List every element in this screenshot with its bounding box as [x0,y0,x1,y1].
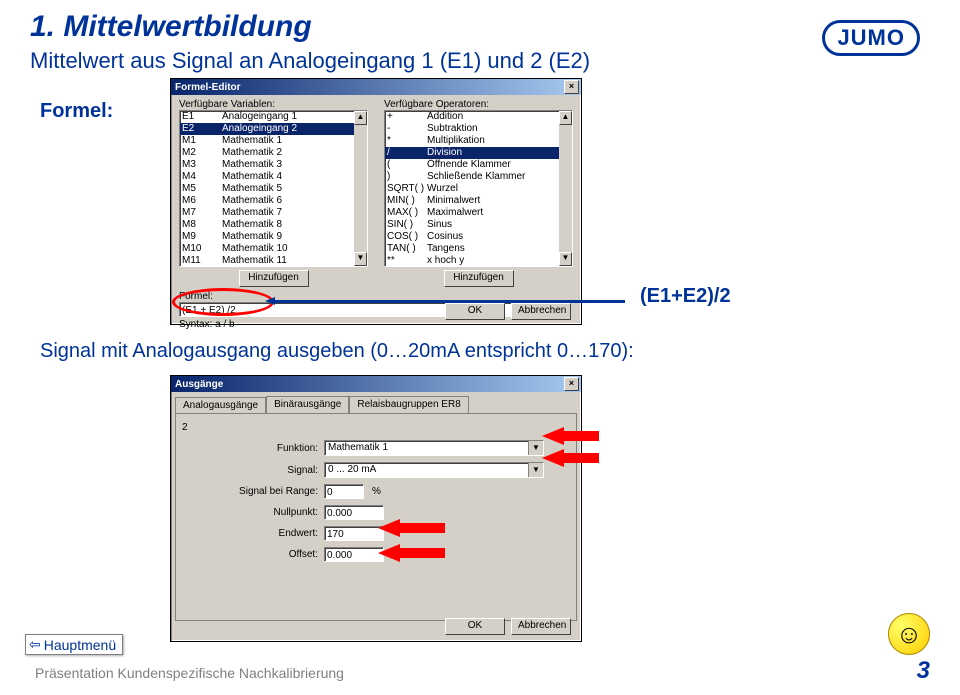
range-unit: % [372,486,381,497]
outputs-title: Ausgänge [175,379,223,390]
chevron-down-icon[interactable]: ▼ [528,441,543,455]
list-item[interactable]: M3Mathematik 3 [180,159,367,171]
hauptmenu-button[interactable]: ⇦ Hauptmenü [25,634,123,655]
slide: 1. Mittelwertbildung Mittelwert aus Sign… [0,0,960,695]
tabs: Analogausgänge Binärausgänge Relaisbaugr… [175,396,577,413]
jumo-logo: JUMO [822,20,920,56]
scrollbar[interactable]: ▲▼ [559,111,572,266]
list-item[interactable]: (Öffnende Klammer [385,159,572,171]
list-item[interactable]: E2Analogeingang 2 [180,123,367,135]
vars-listbox[interactable]: E1Analogeingang 1E2Analogeingang 2M1Math… [179,110,368,267]
close-icon[interactable]: × [564,80,579,94]
end-label: Endwert: [218,528,324,539]
back-arrow-icon: ⇦ [29,636,41,653]
red-arrow [378,544,445,562]
cancel-button[interactable]: Abbrechen [511,303,571,320]
ok-button[interactable]: OK [445,618,505,635]
funktion-combo[interactable]: Mathematik 1▼ [324,440,544,456]
list-item[interactable]: M5Mathematik 5 [180,183,367,195]
add-var-button[interactable]: Hinzufügen [239,270,309,287]
tabpanel: 2 Funktion: Mathematik 1▼ Signal: 0 ... … [175,413,577,621]
chevron-down-icon[interactable]: ▼ [528,463,543,477]
red-arrow [542,427,599,445]
page-number: 3 [917,657,930,685]
list-item[interactable]: MIN( )Minimalwert [385,195,572,207]
ops-listbox[interactable]: +Addition-Subtraktion*Multiplikation/Div… [384,110,573,267]
signal-combo[interactable]: 0 ... 20 mA▼ [324,462,544,478]
highlight-circle [172,288,274,316]
pointer-arrow-left [265,297,625,305]
tab-analog[interactable]: Analogausgänge [175,397,266,414]
outputs-titlebar: Ausgänge × [171,376,581,392]
funktion-label: Funktion: [218,443,324,454]
list-item[interactable]: SIN( )Sinus [385,219,572,231]
list-item[interactable]: M1Mathematik 1 [180,135,367,147]
tab-relay[interactable]: Relaisbaugruppen ER8 [349,396,468,413]
list-item[interactable]: M4Mathematik 4 [180,171,367,183]
outputs-dialog: Ausgänge × Analogausgänge Binärausgänge … [170,375,582,642]
list-item[interactable]: )Schließende Klammer [385,171,572,183]
footer-text: Präsentation Kundenspezifische Nachkalib… [35,665,344,681]
ok-button[interactable]: OK [445,303,505,320]
red-arrow [542,449,599,467]
list-item[interactable]: TAN( )Tangens [385,243,572,255]
formel-editor-titlebar: Formel-Editor × [171,79,581,95]
add-op-button[interactable]: Hinzufügen [444,270,514,287]
list-item[interactable]: **x hoch y [385,255,572,267]
list-item[interactable]: -Subtraktion [385,123,572,135]
list-item[interactable]: COS( )Cosinus [385,231,572,243]
null-input[interactable]: 0.000 [324,505,384,520]
signal-label: Signal: [218,465,324,476]
red-arrow [378,519,445,537]
syntax-label: Syntax: a / b [179,319,573,330]
hauptmenu-label: Hauptmenü [44,637,116,653]
scrollbar[interactable]: ▲▼ [354,111,367,266]
offset-label: Offset: [218,549,324,560]
end-input[interactable]: 170 [324,526,384,541]
smiley-icon: ☺ [888,613,930,655]
list-item[interactable]: SQRT( )Wurzel [385,183,572,195]
ops-label: Verfügbare Operatoren: [384,99,573,110]
midtext: Signal mit Analogausgang ausgeben (0…20m… [40,340,634,363]
null-label: Nullpunkt: [218,507,324,518]
formel-editor-title: Formel-Editor [175,82,241,93]
list-item[interactable]: M11Mathematik 11 [180,255,367,267]
list-item[interactable]: MAX( )Maximalwert [385,207,572,219]
list-item[interactable]: E1Analogeingang 1 [180,111,367,123]
formel-label: Formel: [40,100,113,123]
slide-title: 1. Mittelwertbildung [30,10,930,44]
range-input[interactable]: 0 [324,484,364,499]
list-item[interactable]: /Division [385,147,572,159]
slide-subtitle: Mittelwert aus Signal an Analogeingang 1… [30,48,930,74]
sidelabel: 2 [182,422,188,433]
list-item[interactable]: M10Mathematik 10 [180,243,367,255]
close-icon[interactable]: × [564,377,579,391]
list-item[interactable]: *Multiplikation [385,135,572,147]
vars-label: Verfügbare Variablen: [179,99,368,110]
annotation-formula: (E1+E2)/2 [640,285,731,308]
cancel-button[interactable]: Abbrechen [511,618,571,635]
offset-input[interactable]: 0.000 [324,547,384,562]
list-item[interactable]: M2Mathematik 2 [180,147,367,159]
range-label: Signal bei Range: [218,486,324,497]
list-item[interactable]: M8Mathematik 8 [180,219,367,231]
tab-binary[interactable]: Binärausgänge [266,396,349,413]
list-item[interactable]: M6Mathematik 6 [180,195,367,207]
list-item[interactable]: M9Mathematik 9 [180,231,367,243]
list-item[interactable]: M7Mathematik 7 [180,207,367,219]
list-item[interactable]: +Addition [385,111,572,123]
